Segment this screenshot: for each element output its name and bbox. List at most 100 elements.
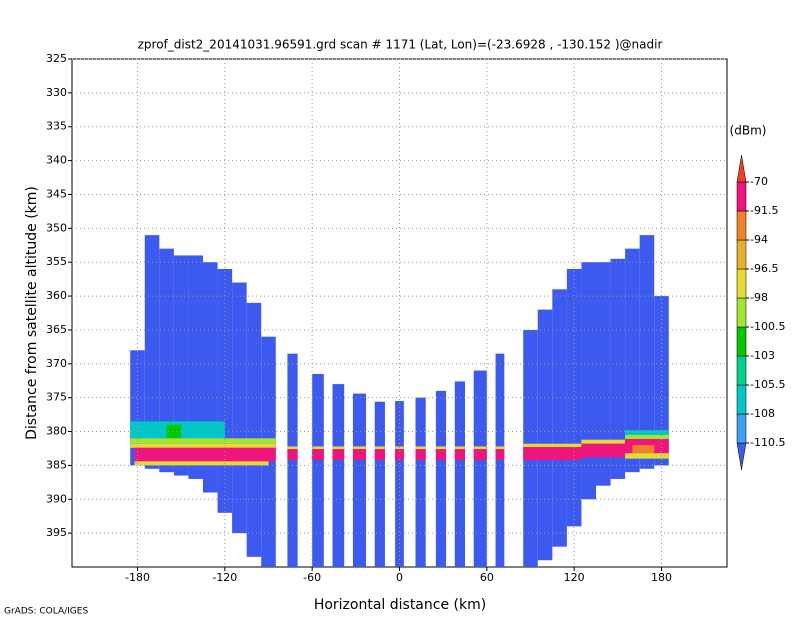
x-tick-label: -60 — [303, 571, 321, 584]
data-cell — [166, 424, 182, 439]
data-cell — [654, 296, 669, 466]
data-cell — [581, 439, 626, 444]
data-cell — [352, 393, 367, 567]
colorbar-segment — [736, 297, 747, 328]
data-cell — [332, 384, 345, 567]
data-cell — [625, 434, 669, 439]
data-cell — [374, 446, 385, 450]
data-cell — [130, 438, 276, 444]
data-cell — [312, 446, 324, 450]
data-cell — [312, 449, 324, 460]
data-cell — [581, 443, 626, 458]
colorbar-segment — [736, 268, 747, 299]
data-cell — [473, 449, 487, 460]
data-cell — [415, 449, 426, 460]
data-cell — [473, 446, 487, 450]
y-tick-label: 395 — [46, 526, 67, 539]
axes-layer: -180 -120 -60 0 60 120 180 325 330 335 340 345 350 35… — [46, 52, 727, 584]
colorbar-tick-label: -94 — [750, 233, 768, 246]
colorbar-tick-label: -110.5 — [750, 436, 785, 449]
y-tick-label: 360 — [46, 289, 67, 302]
y-tick-label: 325 — [46, 52, 67, 65]
x-axis-label: Horizontal distance (km) — [314, 597, 486, 613]
x-tick-label: -180 — [125, 571, 150, 584]
data-cell — [352, 449, 367, 460]
x-tick-label: -120 — [212, 571, 237, 584]
data-cell — [374, 449, 385, 460]
data-cell — [523, 447, 582, 460]
data-cell — [287, 449, 298, 460]
data-cell — [134, 461, 269, 466]
y-tick-label: 375 — [46, 391, 67, 404]
colorbar-tick-label: -70 — [750, 175, 768, 188]
data-cell — [596, 262, 611, 486]
colorbar-segment — [736, 210, 747, 241]
colorbar-segment — [736, 239, 747, 270]
colorbar-tick-label: -98 — [750, 291, 768, 304]
data-cell — [352, 446, 367, 450]
data-cell — [435, 446, 447, 450]
data-cell — [134, 447, 276, 462]
colorbar-label: (dBm) — [730, 124, 767, 138]
data-cell — [495, 449, 505, 460]
data-cell — [217, 268, 233, 513]
y-tick-label: 335 — [46, 120, 67, 133]
data-cell — [625, 248, 640, 473]
colorbar-over — [736, 154, 747, 183]
data-cell — [454, 381, 465, 567]
data-cell — [159, 248, 174, 473]
data-cell — [332, 449, 345, 460]
data-cell — [523, 443, 582, 448]
data-cell — [581, 262, 596, 500]
data-cell — [454, 446, 465, 450]
data-cell — [395, 401, 404, 567]
data-cell — [415, 397, 426, 567]
data-cell — [312, 373, 324, 567]
y-tick-label: 380 — [46, 425, 67, 438]
colorbar-segment — [736, 326, 747, 357]
data-cell — [625, 453, 669, 459]
colorbar-segment — [736, 181, 747, 212]
chart-title: zprof_dist2_20141031.96591.grd scan # 11… — [138, 38, 663, 52]
colorbar-tick-label: -103 — [750, 349, 775, 362]
y-tick-label: 370 — [46, 357, 67, 370]
y-tick-label: 340 — [46, 154, 67, 167]
y-tick-label: 345 — [46, 187, 67, 200]
data-cell — [552, 289, 567, 547]
data-cell — [246, 302, 262, 557]
data-cell — [610, 258, 626, 479]
footer: GrADS: COLA/IGES — [4, 607, 88, 617]
data-cell — [173, 255, 189, 476]
x-tick-label: 120 — [564, 571, 585, 584]
data-cell — [495, 446, 505, 450]
colorbar-tick-label: -108 — [750, 407, 775, 420]
data-cell — [435, 449, 447, 460]
colorbar-tick-label: -100.5 — [750, 320, 785, 333]
y-tick-label: 385 — [46, 458, 67, 471]
data-cell — [144, 235, 160, 469]
data-cell — [473, 370, 487, 567]
data-cell — [632, 445, 655, 454]
data-cell — [537, 309, 553, 561]
colorbar-tick-label: -105.5 — [750, 378, 785, 391]
data-cell — [625, 430, 669, 435]
colorbar-under — [736, 442, 747, 471]
cell-layer — [130, 235, 669, 567]
x-tick-label: 0 — [396, 571, 403, 584]
y-tick-label: 365 — [46, 323, 67, 336]
data-cell — [566, 268, 582, 527]
colorbar-segment — [736, 384, 747, 415]
data-cell — [232, 282, 247, 534]
colorbar-segment — [736, 355, 747, 386]
data-cell — [287, 353, 298, 567]
data-cell — [415, 446, 426, 450]
x-tick-label: 180 — [651, 571, 672, 584]
x-tick-label: 60 — [480, 571, 494, 584]
data-cell — [130, 443, 276, 448]
data-cell — [639, 235, 655, 469]
data-cell — [495, 353, 505, 567]
data-cell — [374, 401, 385, 567]
data-cell — [395, 449, 404, 460]
y-tick-label: 330 — [46, 86, 67, 99]
